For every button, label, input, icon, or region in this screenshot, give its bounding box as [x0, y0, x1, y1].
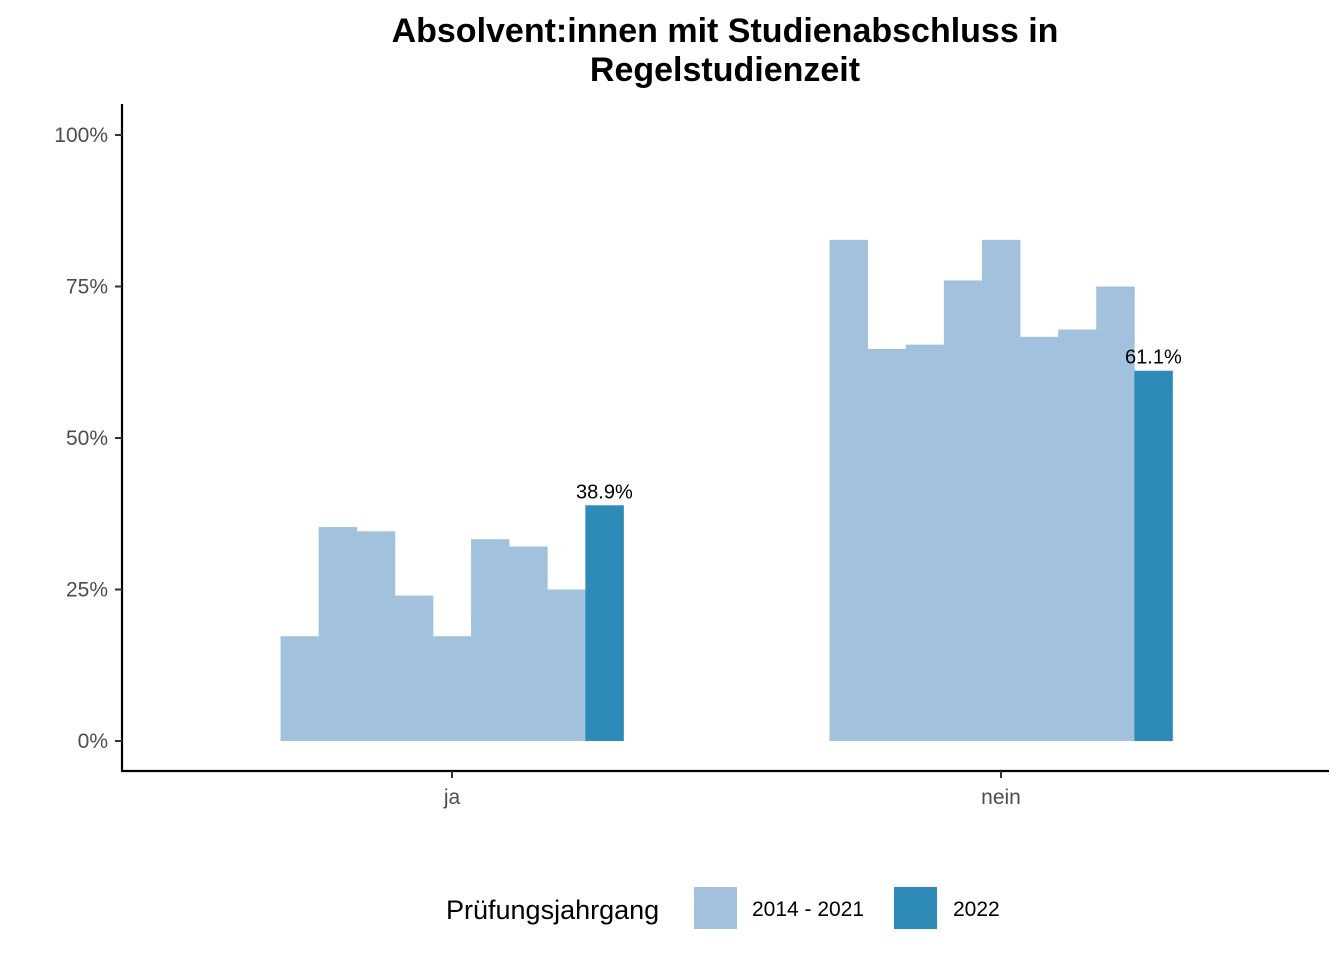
bar-ja-2014-2021-4	[394, 595, 434, 741]
y-tick-label: 75%	[66, 276, 108, 299]
data-labels-layer: 38.9% 61.1%	[576, 347, 1182, 504]
legend-title: Prüfungsjahrgang	[446, 895, 659, 925]
x-tick-label-ja: ja	[443, 786, 461, 809]
legend-key-1	[694, 887, 737, 929]
axes-layer: 0% 25% 50% 75% 100% ja nein	[54, 104, 1329, 809]
y-tick-label: 100%	[54, 124, 108, 147]
bar-ja-2014-2021-7	[509, 546, 548, 741]
chart-title-line-2: Regelstudienzeit	[590, 51, 860, 89]
data-label-ja-2022: 38.9%	[576, 481, 633, 503]
bar-ja-2014-2021-1	[280, 636, 320, 741]
bar-nein-2014-2021-4	[943, 280, 983, 741]
bar-nein-2014-2021-2	[867, 348, 907, 741]
y-tick-label: 0%	[78, 730, 108, 753]
bar-ja-2014-2021-5	[432, 636, 472, 741]
bar-nein-2014-2021-3	[905, 344, 945, 741]
bar-ja-2014-2021-3	[356, 531, 396, 741]
bar-nein-2014-2021-7	[1058, 329, 1097, 741]
bar-ja-2014-2021-6	[471, 539, 510, 741]
legend-label-2: 2022	[953, 898, 1000, 921]
bars-layer	[280, 239, 1173, 741]
data-label-nein-2022: 61.1%	[1125, 347, 1182, 369]
chart-title: Absolvent:innen mit Studienabschluss in …	[392, 12, 1059, 89]
bar-ja-2014-2021-8	[547, 589, 586, 741]
x-tick-label-nein: nein	[981, 786, 1021, 809]
bar-ja-2022	[585, 505, 624, 741]
legend-label-1: 2014 - 2021	[752, 898, 864, 921]
bar-nein-2014-2021-1	[829, 239, 869, 741]
chart-title-line-1: Absolvent:innen mit Studienabschluss in	[392, 12, 1059, 50]
bar-nein-2014-2021-6	[1020, 336, 1059, 741]
bar-nein-2014-2021-8	[1096, 286, 1135, 741]
bar-nein-2022	[1134, 370, 1173, 741]
bar-ja-2014-2021-2	[318, 527, 358, 741]
bar-nein-2014-2021-5	[981, 239, 1021, 741]
legend-key-2	[894, 887, 937, 929]
legend: Prüfungsjahrgang 2014 - 2021 2022	[446, 887, 1000, 929]
y-tick-label: 50%	[66, 427, 108, 450]
y-tick-label: 25%	[66, 579, 108, 602]
